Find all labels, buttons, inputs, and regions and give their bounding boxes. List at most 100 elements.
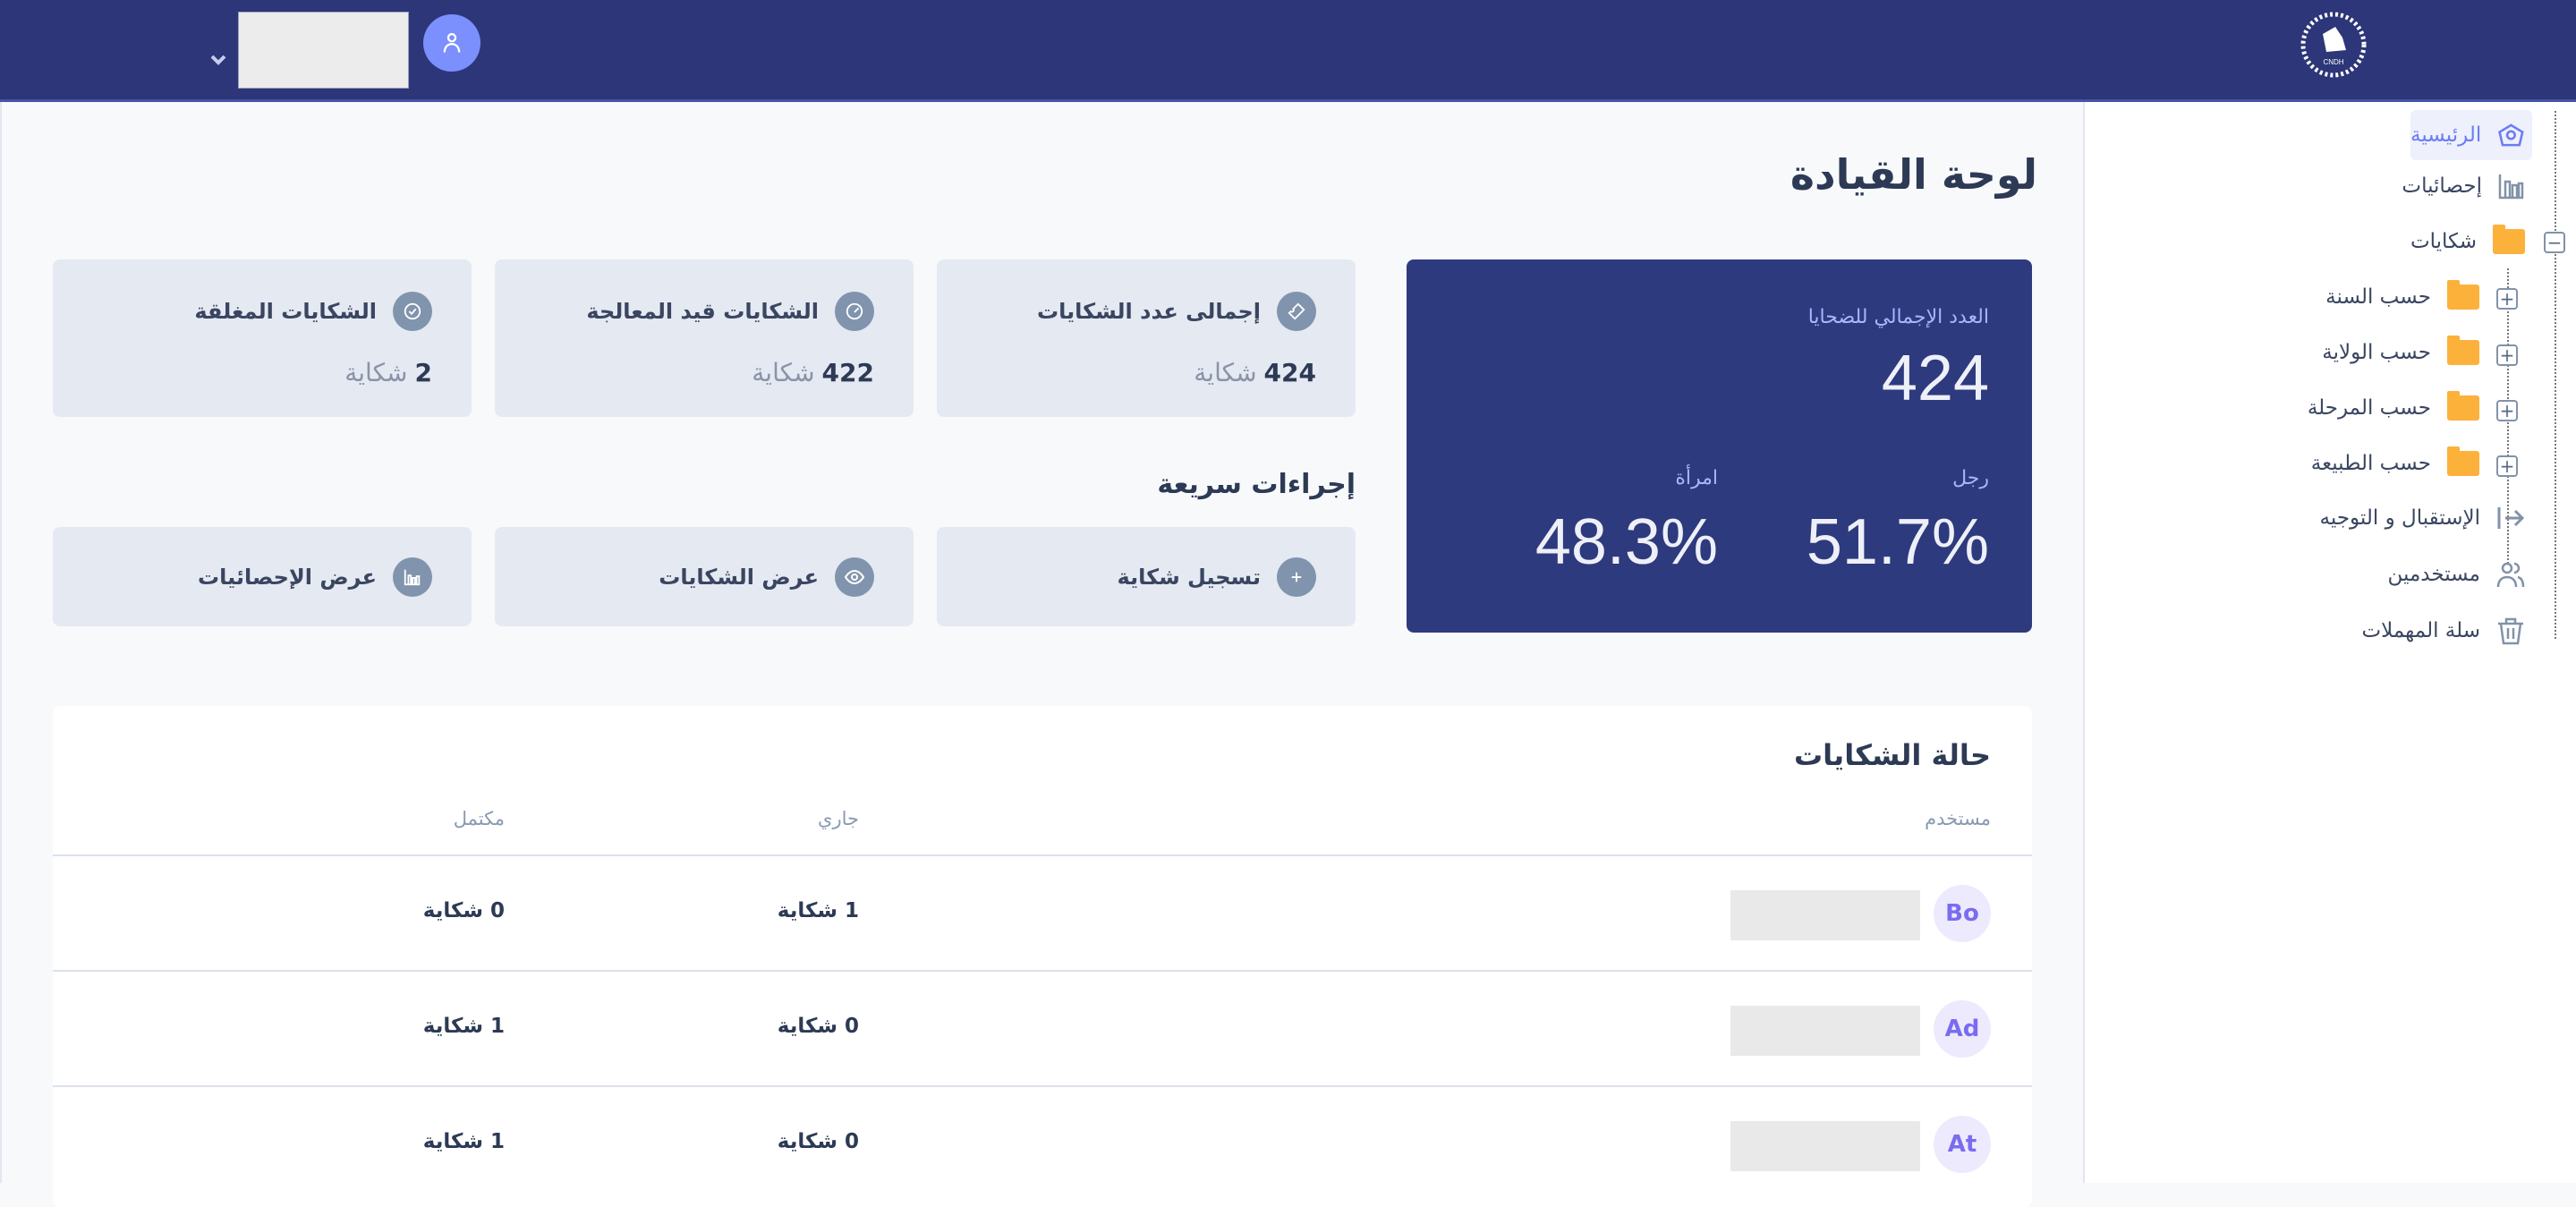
sidebar-item-by-year[interactable]: حسب السنة	[2325, 280, 2479, 310]
sidebar-item-statistics[interactable]: إحصائيات	[2402, 173, 2525, 200]
user-avatar: At	[1934, 1116, 1991, 1173]
sidebar-item-label: سلة المهملات	[2361, 619, 2481, 642]
divider	[53, 970, 2032, 972]
sidebar-item-label: حسب السنة	[2325, 285, 2431, 309]
ongoing-count: 0 شكاية	[777, 1015, 859, 1038]
register-complaint-button[interactable]: تسجيل شكاية	[937, 527, 1356, 626]
stat-unit: شكاية	[344, 358, 408, 387]
sidebar-item-home[interactable]: الرئيسية	[2410, 110, 2532, 160]
svg-text:CNDH: CNDH	[2323, 58, 2343, 66]
user-name-redacted	[1730, 890, 1920, 940]
table-row[interactable]: Bo 1 شكاية 0 شكاية	[53, 856, 2032, 971]
chevron-down-icon[interactable]	[208, 48, 229, 70]
stat-title: الشكايات قيد المعالجة	[586, 299, 819, 324]
collapse-toggle[interactable]: −	[2544, 232, 2565, 253]
victims-total-value: 424	[1881, 343, 1989, 414]
user-avatar: Bo	[1934, 885, 1991, 942]
sidebar-item-label: حسب الولاية	[2322, 341, 2431, 364]
page-title: لوحة القيادة	[1790, 150, 2037, 199]
sidebar-item-label: الرئيسية	[2410, 123, 2482, 147]
expand-toggle[interactable]: +	[2496, 344, 2518, 366]
eye-icon	[835, 557, 874, 597]
sidebar-item-label: حسب المرحلة	[2307, 396, 2431, 420]
column-header-user: مستخدم	[1925, 808, 1991, 829]
sidebar: − + + + + الرئيسية إحصائيات شكايات حسب ا…	[2083, 102, 2576, 1183]
sidebar-item-label: مستخدمين	[2387, 563, 2480, 586]
action-label: تسجيل شكاية	[1117, 564, 1261, 590]
victims-total-label: العدد الإجمالي للضحايا	[1807, 306, 1989, 328]
plus-icon	[1277, 557, 1316, 597]
folder-icon	[2447, 336, 2479, 365]
stat-card-in-progress: الشكايات قيد المعالجة 422شكاية	[495, 259, 914, 417]
stat-unit: شكاية	[752, 358, 815, 387]
stat-title: إجمالى عدد الشكايات	[1037, 299, 1261, 324]
stat-value: 422	[821, 358, 874, 387]
sidebar-item-users[interactable]: مستخدمين	[2388, 560, 2525, 589]
men-percentage: 51.7%	[1806, 506, 1989, 578]
divider	[53, 1085, 2032, 1087]
user-avatar: Ad	[1934, 1000, 1991, 1058]
victims-total-card: العدد الإجمالي للضحايا 424 رجل 51.7% امر…	[1407, 259, 2032, 633]
stat-unit: شكاية	[1194, 358, 1257, 387]
arrow-right-to-line-icon	[2497, 507, 2525, 529]
completed-count: 0 شكاية	[422, 899, 505, 922]
users-icon	[2496, 562, 2525, 588]
completed-count: 1 شكاية	[422, 1130, 505, 1153]
sidebar-item-trash[interactable]: سلة المهملات	[2362, 616, 2526, 645]
ongoing-count: 0 شكاية	[777, 1130, 859, 1153]
folder-icon	[2493, 225, 2525, 254]
gauge-icon	[835, 292, 874, 331]
stat-card-closed: الشكايات المغلقة 2شكاية	[53, 259, 472, 417]
column-header-ongoing: جاري	[818, 808, 859, 829]
check-circle-icon	[393, 292, 432, 331]
stat-value: 2	[414, 358, 432, 387]
action-label: عرض الشكايات	[659, 564, 819, 590]
view-statistics-button[interactable]: عرض الإحصائيات	[53, 527, 472, 626]
user-name-redacted	[1730, 1121, 1920, 1171]
table-title: حالة الشكايات	[1794, 738, 1991, 772]
column-header-completed: مكتمل	[453, 808, 505, 829]
expand-toggle[interactable]: +	[2496, 455, 2518, 477]
sidebar-item-label: شكايات	[2410, 230, 2477, 253]
user-name-redacted[interactable]	[238, 12, 409, 89]
view-complaints-button[interactable]: عرض الشكايات	[495, 527, 914, 626]
home-icon	[2498, 123, 2524, 147]
women-percentage: 48.3%	[1535, 506, 1718, 578]
folder-icon	[2447, 391, 2479, 421]
quick-actions-title: إجراءات سريعة	[1157, 469, 1356, 500]
sidebar-item-by-state[interactable]: حسب الولاية	[2322, 336, 2479, 365]
sidebar-item-label: الإستقبال و التوجيه	[2319, 506, 2480, 530]
sidebar-item-label: حسب الطبيعة	[2310, 452, 2431, 475]
complaints-status-table: حالة الشكايات مستخدم جاري مكتمل Bo 1 شكا…	[53, 706, 2032, 1207]
folder-icon	[2447, 280, 2479, 310]
stat-title: الشكايات المغلقة	[194, 299, 377, 324]
sidebar-item-by-nature[interactable]: حسب الطبيعة	[2310, 446, 2479, 476]
ongoing-count: 1 شكاية	[777, 899, 859, 922]
ticket-icon	[1277, 292, 1316, 331]
bar-chart-icon	[2498, 174, 2524, 200]
expand-toggle[interactable]: +	[2496, 288, 2518, 310]
folder-icon	[2447, 446, 2479, 476]
men-label: رجل	[1952, 467, 1989, 489]
user-name-redacted	[1730, 1006, 1920, 1056]
sidebar-item-by-stage[interactable]: حسب المرحلة	[2307, 391, 2479, 421]
cndh-logo: CNDH	[2300, 12, 2367, 78]
tree-line	[2555, 111, 2556, 639]
table-row[interactable]: At 0 شكاية 1 شكاية	[53, 1087, 2032, 1202]
divider	[53, 854, 2032, 856]
sidebar-item-complaints[interactable]: شكايات	[2410, 225, 2525, 254]
sidebar-item-reception[interactable]: الإستقبال و التوجيه	[2320, 505, 2525, 531]
user-avatar-button[interactable]	[423, 14, 480, 72]
stat-value: 424	[1263, 358, 1316, 387]
expand-toggle[interactable]: +	[2496, 400, 2518, 421]
user-icon	[443, 32, 461, 53]
bar-chart-icon	[393, 557, 432, 597]
sidebar-item-label: إحصائيات	[2402, 174, 2482, 198]
completed-count: 1 شكاية	[422, 1015, 505, 1038]
table-row[interactable]: Ad 0 شكاية 1 شكاية	[53, 972, 2032, 1086]
stat-card-total: إجمالى عدد الشكايات 424شكاية	[937, 259, 1356, 417]
women-label: امرأة	[1675, 467, 1718, 489]
action-label: عرض الإحصائيات	[198, 564, 377, 590]
main-border	[0, 102, 2, 1183]
trash-icon	[2498, 617, 2523, 645]
